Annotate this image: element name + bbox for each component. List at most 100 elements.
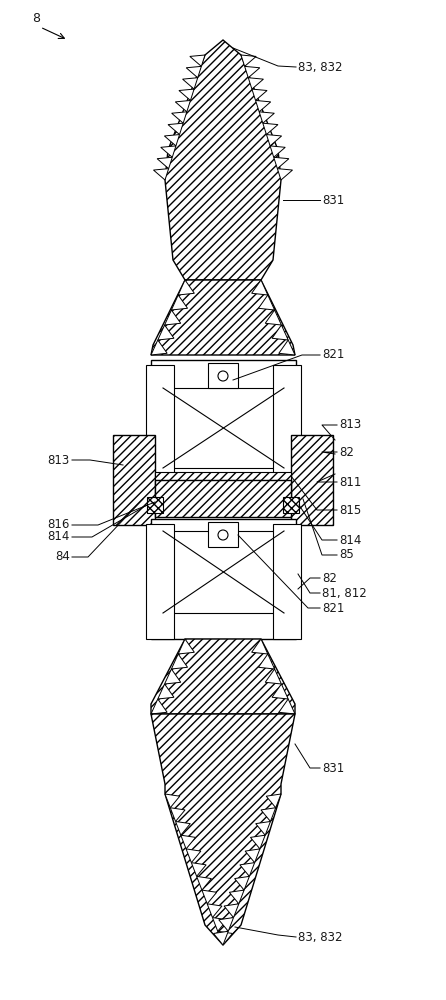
Polygon shape — [161, 146, 176, 157]
Text: 81, 812: 81, 812 — [322, 586, 367, 599]
Text: 811: 811 — [339, 476, 361, 488]
Polygon shape — [252, 639, 268, 654]
Polygon shape — [165, 794, 180, 808]
Text: 821: 821 — [322, 349, 344, 361]
Bar — [155, 480, 291, 517]
Polygon shape — [258, 295, 275, 310]
Polygon shape — [179, 89, 194, 100]
Polygon shape — [259, 112, 274, 123]
Polygon shape — [258, 654, 275, 669]
Polygon shape — [202, 890, 217, 904]
Bar — [283, 497, 299, 513]
Polygon shape — [153, 169, 169, 180]
Bar — [163, 388, 284, 468]
Polygon shape — [158, 325, 174, 340]
Text: 82: 82 — [322, 572, 337, 584]
Bar — [151, 360, 296, 480]
Polygon shape — [229, 890, 244, 904]
Polygon shape — [274, 157, 289, 169]
Polygon shape — [219, 918, 234, 931]
Polygon shape — [190, 55, 205, 66]
Polygon shape — [252, 280, 268, 295]
Polygon shape — [252, 89, 267, 100]
Polygon shape — [186, 66, 201, 78]
Polygon shape — [265, 310, 281, 325]
Polygon shape — [224, 904, 239, 918]
Text: 831: 831 — [322, 194, 344, 207]
Bar — [151, 519, 296, 639]
Polygon shape — [181, 835, 196, 849]
Polygon shape — [171, 654, 188, 669]
Text: 813: 813 — [48, 454, 70, 466]
Polygon shape — [207, 904, 222, 918]
Polygon shape — [157, 157, 172, 169]
Polygon shape — [172, 112, 187, 123]
Polygon shape — [182, 78, 198, 89]
Polygon shape — [212, 918, 227, 931]
Text: 8: 8 — [32, 12, 40, 25]
Text: 815: 815 — [339, 504, 361, 516]
Bar — [273, 524, 301, 639]
Polygon shape — [256, 821, 270, 835]
Polygon shape — [240, 863, 255, 876]
Polygon shape — [165, 669, 181, 684]
Polygon shape — [218, 931, 232, 945]
Polygon shape — [197, 876, 211, 890]
Polygon shape — [178, 280, 194, 295]
Polygon shape — [266, 794, 281, 808]
Polygon shape — [176, 821, 190, 835]
Polygon shape — [272, 325, 288, 340]
Bar — [208, 522, 238, 547]
Circle shape — [218, 530, 228, 540]
Polygon shape — [279, 340, 295, 355]
Polygon shape — [151, 280, 295, 355]
Polygon shape — [241, 55, 256, 66]
Text: 85: 85 — [339, 548, 354, 562]
Text: 82: 82 — [339, 446, 354, 458]
Polygon shape — [235, 876, 249, 890]
Polygon shape — [165, 310, 181, 325]
Polygon shape — [151, 340, 167, 355]
Polygon shape — [158, 684, 174, 699]
Polygon shape — [178, 639, 194, 654]
Polygon shape — [245, 66, 260, 78]
Text: 814: 814 — [339, 534, 361, 546]
Polygon shape — [168, 123, 183, 135]
Polygon shape — [186, 849, 201, 863]
Polygon shape — [151, 699, 167, 714]
Polygon shape — [279, 699, 295, 714]
Circle shape — [218, 371, 228, 381]
Text: 831: 831 — [322, 762, 344, 774]
Polygon shape — [265, 669, 281, 684]
Bar — [146, 365, 174, 480]
Text: 83, 832: 83, 832 — [298, 930, 343, 944]
Polygon shape — [270, 146, 285, 157]
Polygon shape — [170, 808, 185, 821]
Bar — [273, 365, 301, 480]
Polygon shape — [263, 123, 278, 135]
Bar — [146, 524, 174, 639]
Polygon shape — [151, 639, 295, 714]
Polygon shape — [256, 100, 271, 112]
Polygon shape — [214, 931, 228, 945]
Polygon shape — [165, 135, 180, 146]
Polygon shape — [171, 295, 188, 310]
Bar — [155, 472, 291, 480]
Text: 83, 832: 83, 832 — [298, 60, 343, 74]
Text: 814: 814 — [48, 530, 70, 544]
Bar — [208, 363, 238, 388]
Polygon shape — [151, 714, 295, 945]
Polygon shape — [277, 169, 293, 180]
Bar — [113, 435, 155, 525]
Bar — [163, 531, 284, 613]
Bar — [291, 435, 333, 525]
Polygon shape — [165, 40, 281, 280]
Polygon shape — [175, 100, 190, 112]
Text: 84: 84 — [55, 550, 70, 564]
Text: 816: 816 — [48, 518, 70, 532]
Bar — [147, 497, 163, 513]
Polygon shape — [266, 135, 281, 146]
Polygon shape — [272, 684, 288, 699]
Text: 821: 821 — [322, 601, 344, 614]
Polygon shape — [248, 78, 264, 89]
